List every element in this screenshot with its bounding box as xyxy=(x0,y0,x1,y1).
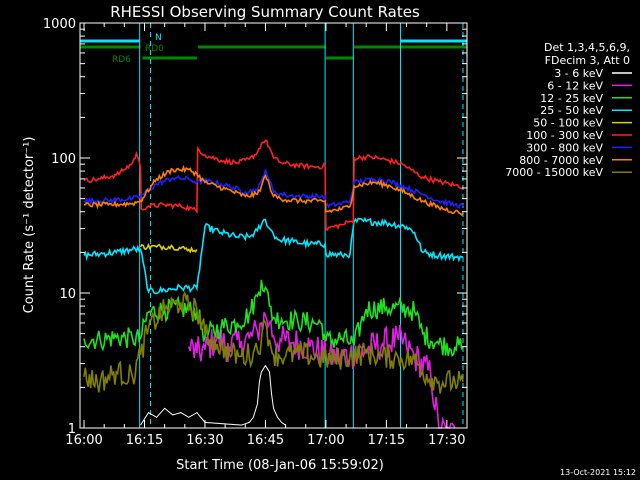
x-tick-label-4: 17:00 xyxy=(307,433,344,448)
axis-ticks: 16:00 16:15 16:30 16:45 17:00 17:15 17:30 1 10 10… xyxy=(43,17,467,448)
series-line-0 xyxy=(140,364,286,426)
plot-frame xyxy=(79,22,468,429)
legend-label-6: 300 - 800 keV xyxy=(526,141,603,154)
chart-title: RHESSI Observing Summary Count Rates xyxy=(110,3,420,21)
x-tick-label-3: 16:45 xyxy=(247,433,284,448)
series-line-1 xyxy=(188,312,456,429)
y-tick-label-1: 10 xyxy=(59,287,76,302)
x-axis-label: Start Time (08-Jan-06 15:59:02) xyxy=(176,458,384,473)
legend-header-0: Det 1,3,4,5,6,9, xyxy=(544,41,630,54)
legend-label-1: 6 - 12 keV xyxy=(547,79,603,92)
y-tick-label-0: 1 xyxy=(68,422,76,437)
legend-label-7: 800 - 7000 keV xyxy=(519,154,603,167)
x-tick-label-0: 16:00 xyxy=(65,433,102,448)
legend-label-0: 3 - 6 keV xyxy=(554,67,603,80)
legend-label-8: 7000 - 15000 keV xyxy=(505,166,603,179)
series-line-5 xyxy=(83,139,464,232)
flag-label-rd6: RD6 xyxy=(112,55,131,65)
series-lines xyxy=(83,139,464,429)
x-tick-label-2: 16:30 xyxy=(186,433,223,448)
flag-label-rd0: RD0 xyxy=(145,44,164,54)
legend: Det 1,3,4,5,6,9,FDecim 3, Att 03 - 6 keV… xyxy=(505,41,632,179)
x-tick-label-1: 16:15 xyxy=(126,433,163,448)
y-tick-label-3: 1000 xyxy=(43,17,76,32)
legend-header-1: FDecim 3, Att 0 xyxy=(545,54,630,67)
legend-label-2: 12 - 25 keV xyxy=(540,92,603,105)
legend-label-5: 100 - 300 keV xyxy=(526,129,603,142)
series-line-2 xyxy=(83,279,464,357)
x-tick-label-5: 17:15 xyxy=(368,433,405,448)
series-line-8 xyxy=(83,290,464,394)
flag-label-n: N xyxy=(155,33,162,43)
series-line-4 xyxy=(139,242,198,254)
series-line-7 xyxy=(83,164,464,216)
footer-date: 13-Oct-2021 15:12 xyxy=(560,468,636,477)
legend-label-3: 25 - 50 keV xyxy=(540,104,603,117)
legend-label-4: 50 - 100 keV xyxy=(533,117,603,130)
series-line-3 xyxy=(83,216,463,295)
y-tick-label-2: 100 xyxy=(51,152,76,167)
x-tick-label-6: 17:30 xyxy=(428,433,465,448)
y-axis-label: Count Rate (s⁻¹ detector⁻¹) xyxy=(22,137,37,314)
